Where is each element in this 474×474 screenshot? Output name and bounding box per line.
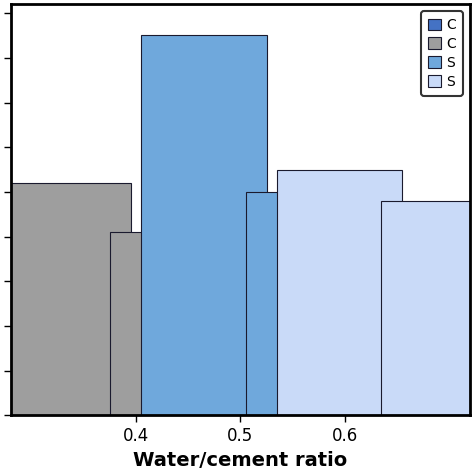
Bar (214, 321, 339, 416)
Bar (141, 36, 266, 416)
Bar (0, 214, 100, 416)
Legend: C, C, S, S: C, C, S, S (421, 11, 463, 96)
Bar (79, 317, 204, 416)
Bar (381, 201, 474, 416)
Bar (277, 170, 402, 416)
Bar (6, 183, 131, 416)
Bar (110, 232, 235, 416)
Bar (246, 192, 371, 416)
X-axis label: Water/cement ratio: Water/cement ratio (133, 451, 347, 470)
